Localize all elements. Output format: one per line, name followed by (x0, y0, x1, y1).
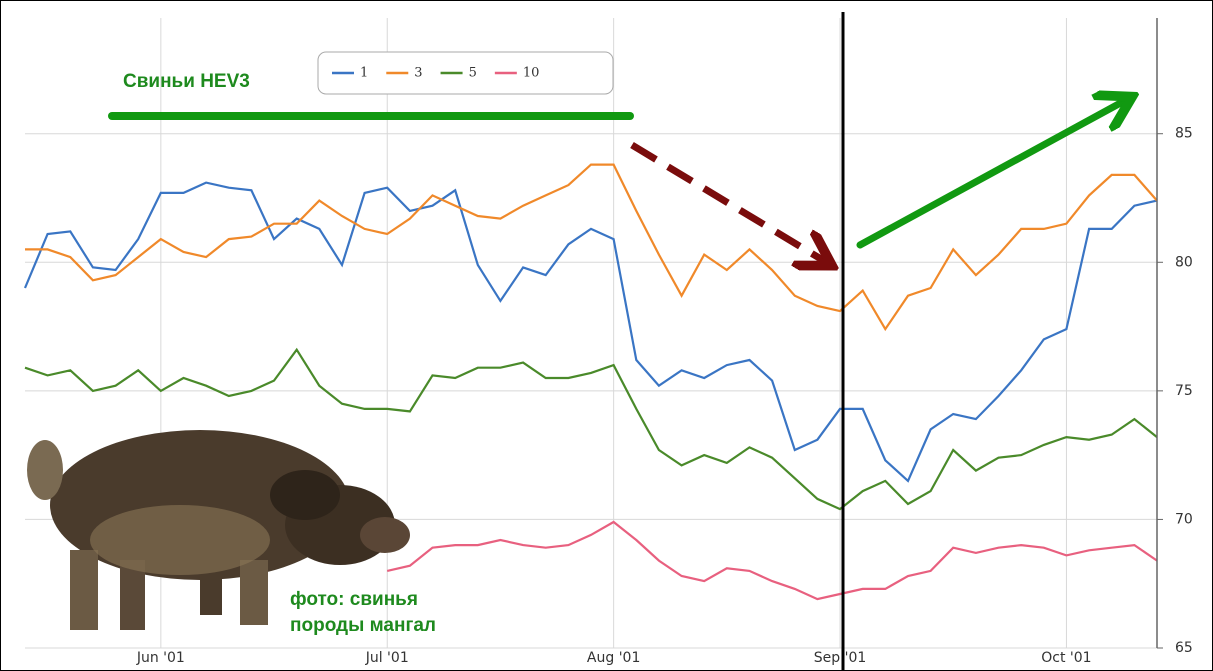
legend-label: 1 (360, 66, 368, 81)
x-tick-label: Aug '01 (587, 650, 640, 666)
x-tick-label: Sep '01 (814, 650, 867, 666)
annotation: фото: свинья (290, 589, 418, 610)
annotation: породы мангал (290, 615, 436, 636)
chart: Свиньи HEV3 фото: свинья породы мангал 1… (0, 0, 1213, 671)
y-tick-label: 70 (1175, 511, 1193, 527)
y-tick-label: 65 (1175, 640, 1193, 656)
y-tick-label: 75 (1175, 383, 1193, 399)
legend-label: 3 (414, 66, 422, 81)
x-tick-label: Jul '01 (365, 650, 409, 666)
x-tick-label: Oct '01 (1041, 650, 1091, 666)
legend-label: 10 (523, 66, 540, 81)
legend-label: 5 (469, 66, 477, 81)
x-tick-label: Jun '01 (136, 650, 185, 666)
y-tick-label: 85 (1175, 126, 1193, 142)
y-tick-label: 80 (1175, 254, 1193, 270)
annotation: Свиньи HEV3 (123, 71, 250, 92)
